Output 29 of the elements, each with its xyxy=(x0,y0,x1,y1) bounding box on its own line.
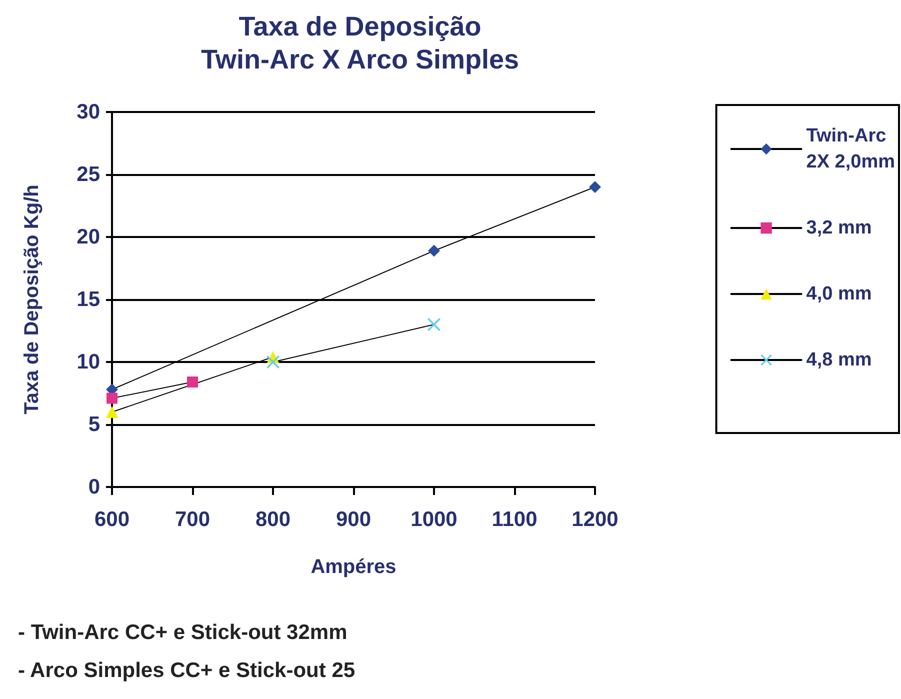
point xyxy=(187,376,198,388)
x-tick-label: 1000 xyxy=(410,508,458,531)
point xyxy=(106,392,118,404)
x-tick-label: 800 xyxy=(255,508,291,531)
legend-label: 4,8 mm xyxy=(806,350,872,370)
text: - Twin-Arc CC+ e Stick-out 32mm xyxy=(18,621,348,644)
y-tick-label: 0 xyxy=(88,476,100,498)
x-axis-title: Ampéres xyxy=(310,556,396,578)
y-tick-label: 5 xyxy=(88,413,100,436)
y-tick-label: 15 xyxy=(76,288,100,311)
chart-subtitle: Twin-Arc X Arco Simples xyxy=(200,44,520,74)
y-tick-label: 30 xyxy=(76,100,100,124)
y-tick-label: 10 xyxy=(76,350,100,374)
point xyxy=(589,181,601,193)
legend-label: 3,2 mm xyxy=(806,218,872,238)
point xyxy=(428,318,440,331)
y-axis-title: Taxa de Deposição Kg/h xyxy=(21,184,43,414)
x-tick-label: 700 xyxy=(174,508,210,531)
y-tick-label: 25 xyxy=(76,163,100,186)
legend-label: Twin-Arc 2X 2,0mm xyxy=(806,126,896,172)
x-tick-label: 1100 xyxy=(492,508,538,531)
point xyxy=(428,244,440,257)
chart-title: Taxa de Deposição xyxy=(238,12,482,42)
text: - Arco Simples CC+ e Stick-out 25 xyxy=(18,659,356,682)
x-tick-label: 1200 xyxy=(572,508,618,531)
y-tick-label: 20 xyxy=(76,226,100,248)
x-tick-label: 900 xyxy=(336,508,372,531)
x-tick-label: 600 xyxy=(94,508,130,531)
legend-label: 4,0 mm xyxy=(806,284,872,304)
